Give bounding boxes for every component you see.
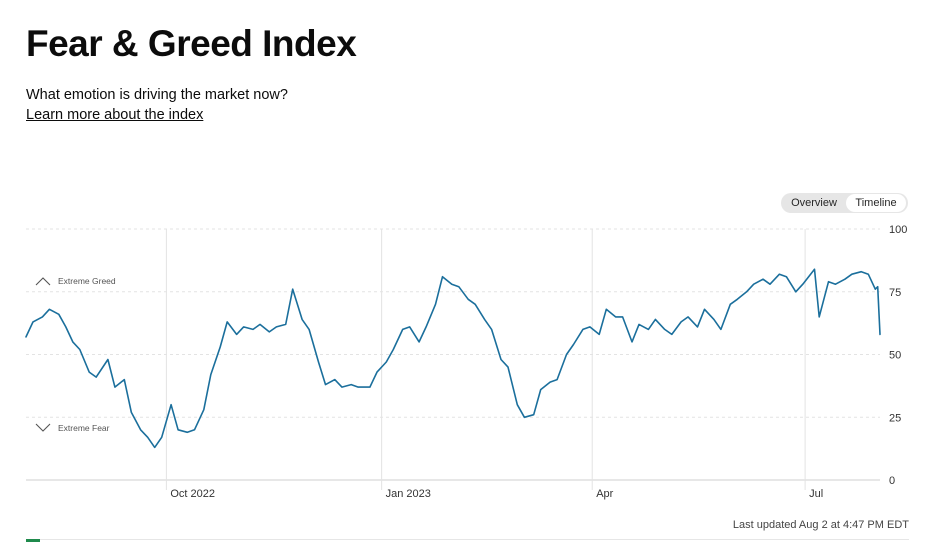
chevron-down-icon [35,423,51,432]
timeline-tab[interactable]: Timeline [846,194,906,212]
zone-label: Extreme Greed [58,276,116,286]
x-tick-label: Apr [596,488,613,500]
overview-tab[interactable]: Overview [791,197,837,209]
x-tick-label: Jul [809,488,823,500]
x-tick-label: Oct 2022 [170,488,215,500]
zone-label: Extreme Fear [58,423,110,433]
learn-more-link[interactable]: Learn more about the index [26,107,204,123]
y-tick-label: 0 [889,475,895,487]
view-toggle: Overview Timeline [781,193,908,213]
y-tick-label: 75 [889,287,901,299]
y-tick-label: 50 [889,350,901,362]
y-tick-label: 100 [889,224,907,236]
page-subtitle: What emotion is driving the market now? [26,87,288,103]
chevron-up-icon [35,277,51,286]
x-tick-label: Jan 2023 [386,488,431,500]
footer-accent-mark [26,539,40,542]
page-title: Fear & Greed Index [26,23,357,64]
footer-divider [26,539,909,540]
y-tick-label: 25 [889,412,901,424]
last-updated-label: Last updated Aug 2 at 4:47 PM EDT [732,519,909,531]
fear-greed-line [25,268,881,449]
